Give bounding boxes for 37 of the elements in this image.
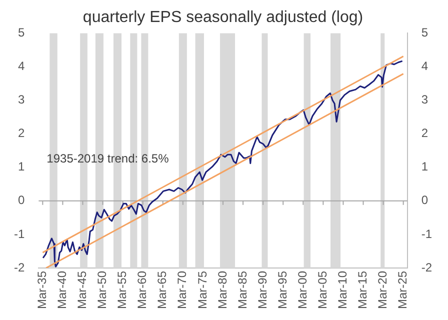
y2-tick-label: 5 [421,26,428,40]
x-tick-label: Mar-10 [336,270,350,310]
x-tick-label: Mar-05 [315,270,330,310]
x-tick-label: Mar-45 [75,270,90,310]
y-tick-label: 0 [18,193,25,208]
y-tick-label: -2 [14,260,25,274]
y-tick-label: 3 [18,92,25,107]
x-tick-label: Mar-95 [275,270,290,310]
x-tick-label: Mar-00 [295,270,310,310]
x-tick-label: Mar-25 [396,270,410,310]
y2-tick-label: 4 [421,59,428,74]
y-tick-label: 2 [18,126,25,140]
y2-tick-label: 3 [421,92,428,107]
x-tick-label: Mar-20 [376,270,390,310]
y-tick-label: 5 [18,26,25,40]
x-tick-label: Mar-50 [95,270,110,310]
x-tick-label: Mar-55 [115,270,130,310]
x-tick-label: Mar-35 [34,270,49,310]
y-tick-label: -1 [14,226,25,241]
x-tick-label: Mar-80 [215,270,230,310]
x-tick-label: Mar-60 [135,270,150,310]
x-tick-label: Mar-85 [235,270,250,310]
x-tick-label: Mar-65 [155,270,170,310]
x-tick-label: Mar-90 [255,270,270,310]
y-tick-label: 1 [18,160,25,174]
y-tick-label: 4 [18,59,25,74]
x-tick-label: Mar-15 [356,270,370,310]
y2-tick-label: 0 [421,193,428,208]
annotation: 1935-2019 trend: 6.5% [46,152,170,166]
y2-tick-label: -2 [421,260,432,274]
chart-title: quarterly EPS seasonally adjusted (log) [82,9,364,26]
y2-tick-label: -1 [421,226,432,241]
x-tick-label: Mar-40 [55,270,70,310]
y2-tick-label: 2 [421,126,428,140]
x-tick-label: Mar-75 [195,270,210,310]
y2-tick-label: 1 [421,160,428,174]
x-tick-label: Mar-70 [175,270,190,310]
